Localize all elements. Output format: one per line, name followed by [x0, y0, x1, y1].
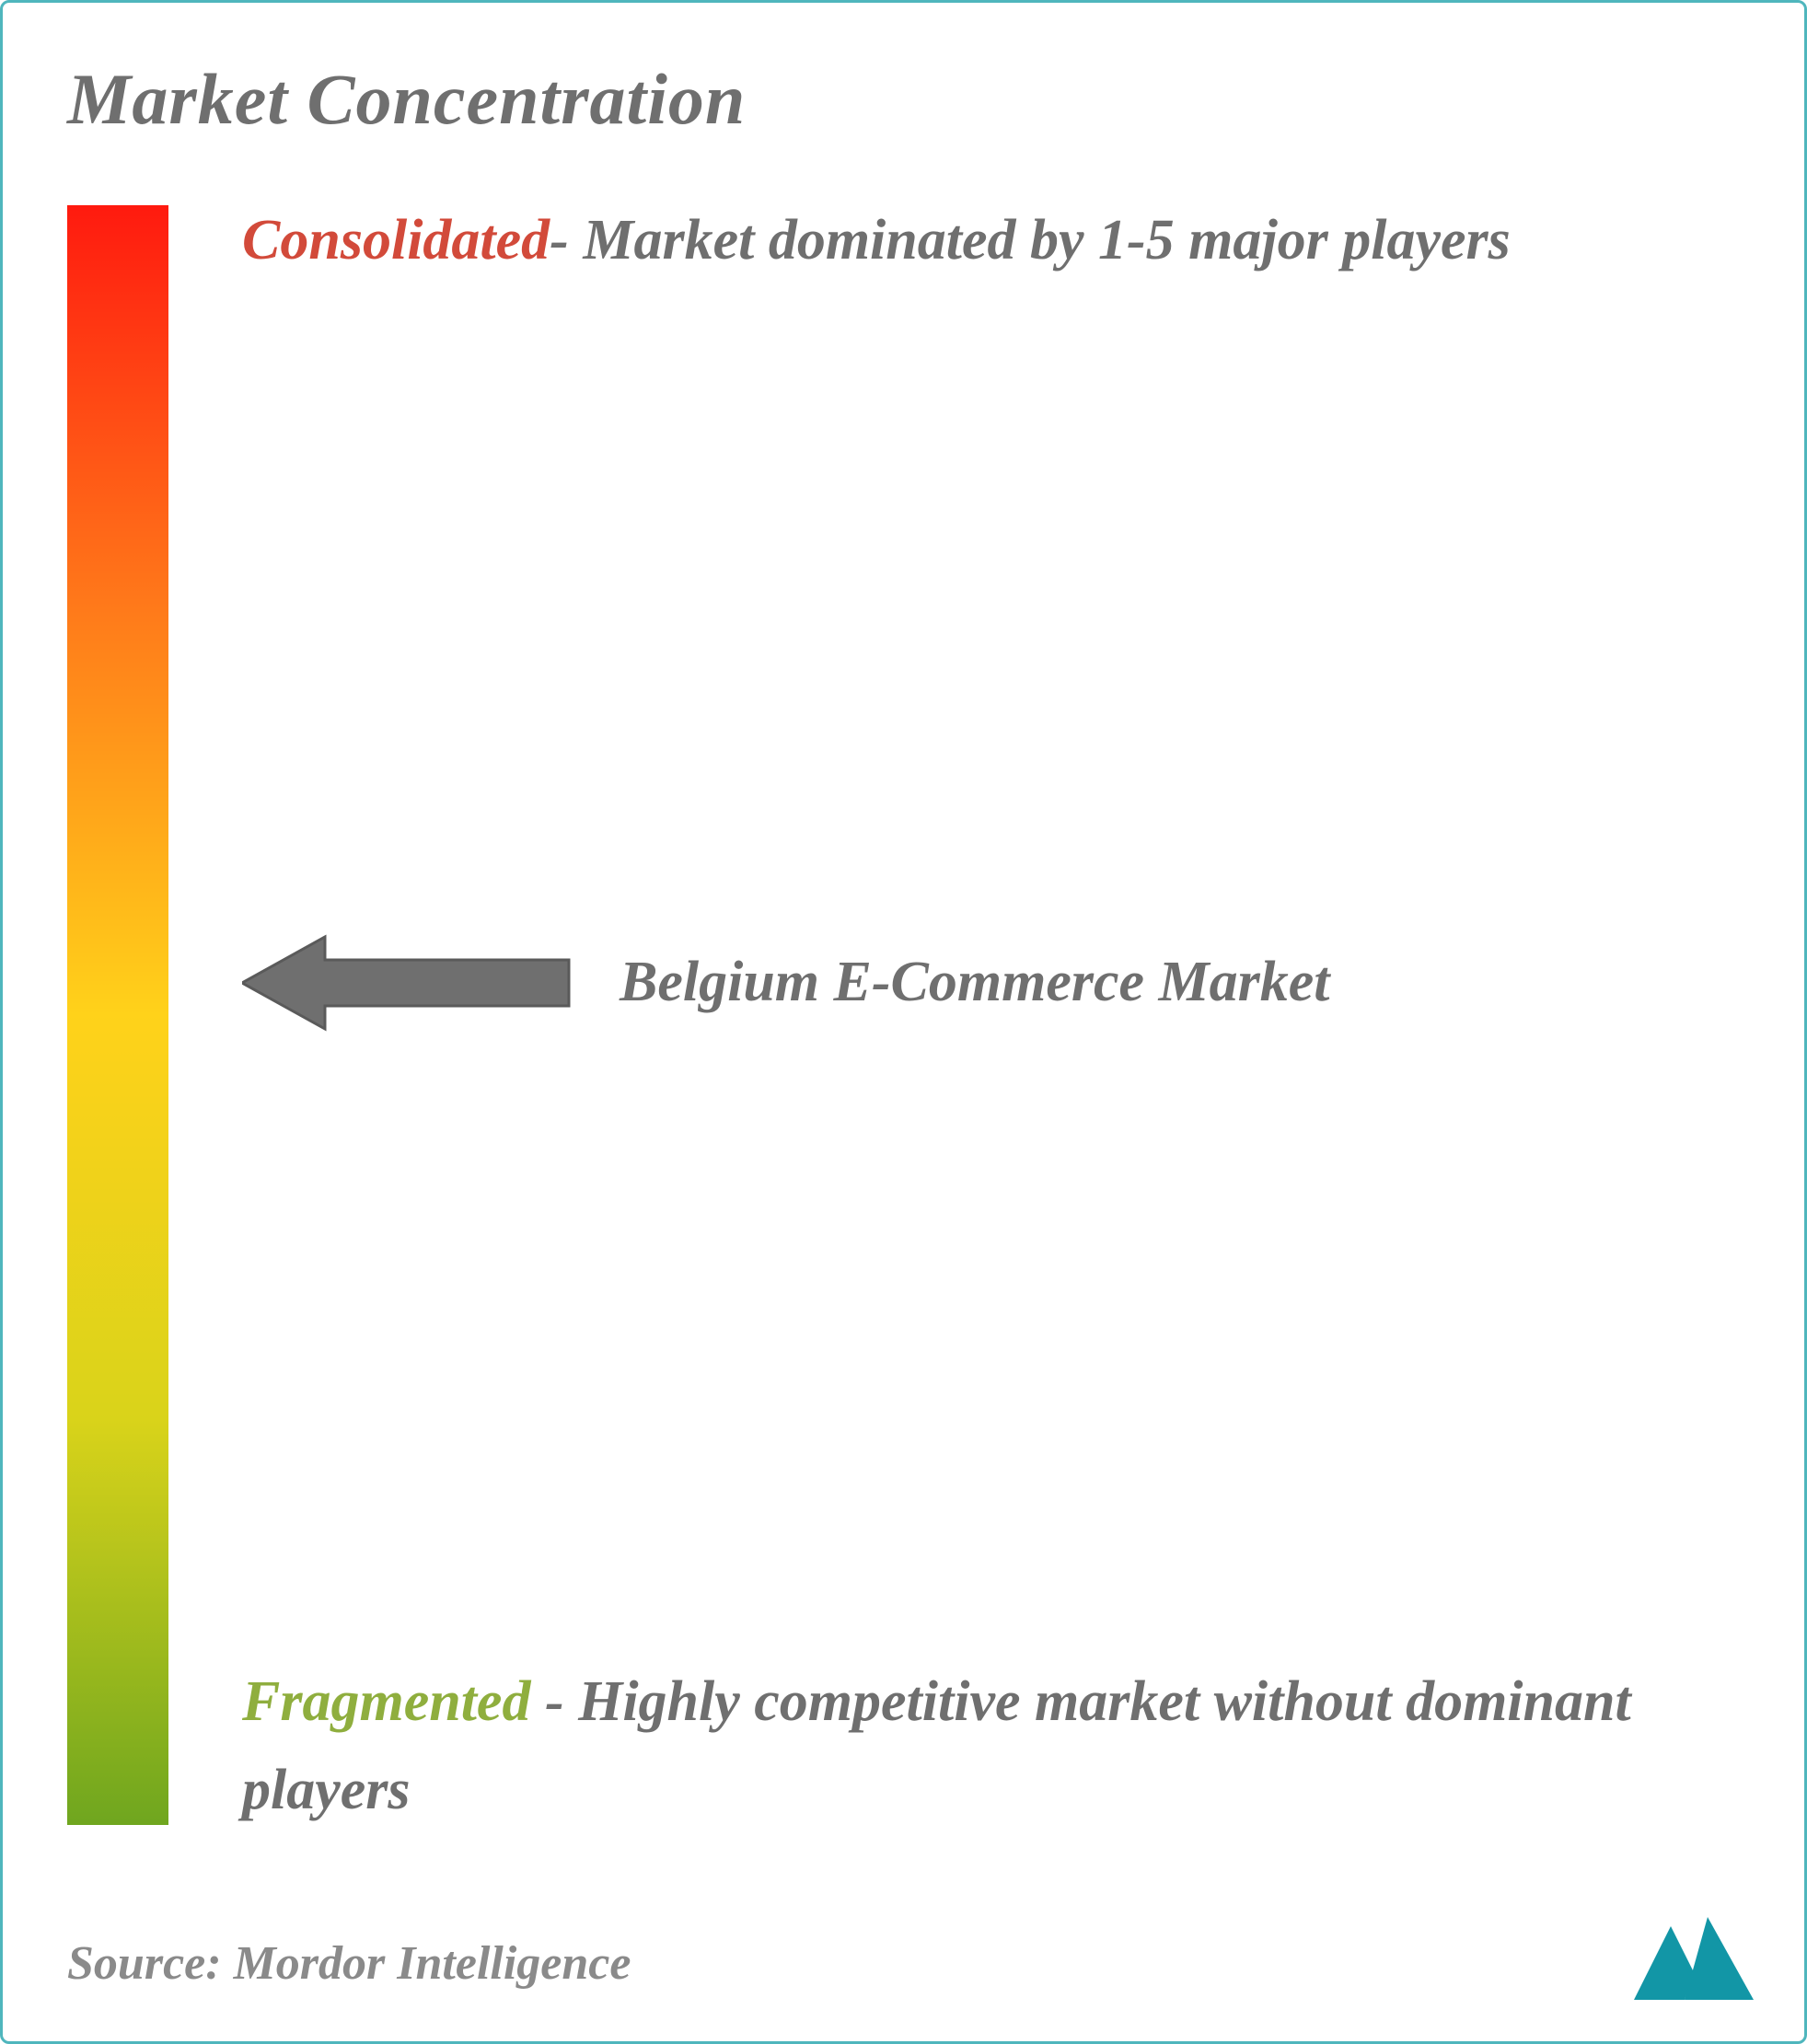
infographic-card: Market Concentration Consolidated- Marke…	[0, 0, 1807, 2044]
fragmented-keyword: Fragmented	[242, 1670, 530, 1733]
consolidated-desc: - Market dominated by 1-5 major players	[550, 209, 1511, 271]
consolidated-label: Consolidated- Market dominated by 1-5 ma…	[242, 196, 1721, 284]
mordor-logo-icon	[1629, 1903, 1758, 2004]
pointer-arrow-icon	[242, 932, 573, 1034]
source-name: Mordor Intelligence	[234, 1937, 631, 1990]
market-pointer-row: Belgium E-Commerce Market	[242, 932, 1721, 1034]
consolidated-keyword: Consolidated	[242, 209, 550, 271]
pointer-market-name: Belgium E-Commerce Market	[620, 950, 1330, 1015]
labels-column: Consolidated- Market dominated by 1-5 ma…	[196, 205, 1740, 1825]
source-prefix: Source:	[67, 1937, 234, 1990]
source-footer: Source: Mordor Intelligence	[67, 1936, 631, 1991]
concentration-gradient-bar	[67, 205, 168, 1825]
fragmented-label: Fragmented - Highly competitive market w…	[242, 1657, 1721, 1834]
scale-column	[67, 205, 196, 1825]
card-title: Market Concentration	[67, 58, 1740, 141]
content-area: Consolidated- Market dominated by 1-5 ma…	[67, 205, 1740, 1825]
